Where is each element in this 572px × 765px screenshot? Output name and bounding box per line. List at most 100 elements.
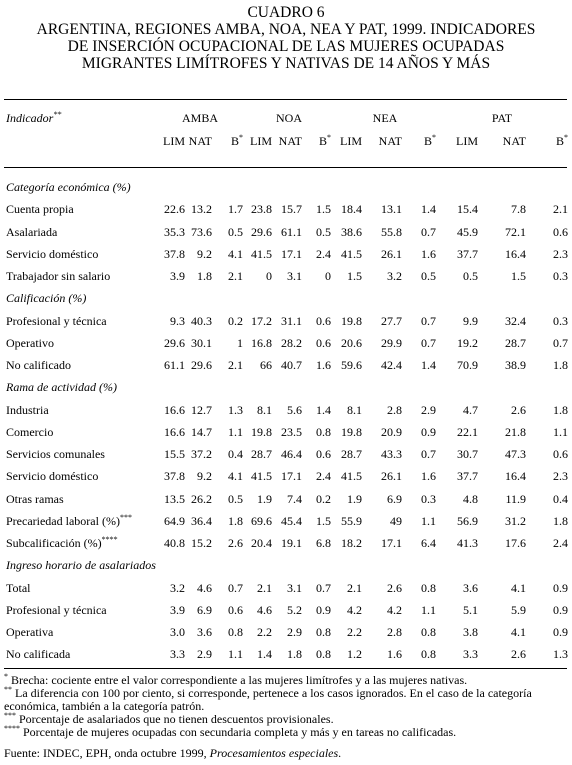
row-label: Profesional y técnica (6, 314, 107, 328)
row-label: Precariedad laboral (%)*** (6, 512, 132, 528)
source-note: Fuente: INDEC, EPH, onda octubre 1999, P… (4, 747, 570, 760)
table-cell: 69.6 (251, 513, 272, 528)
table-cell: 3.2 (170, 580, 185, 595)
table-cell: 6.9 (387, 491, 402, 506)
table-row: Cuenta propia 22.6 13.2 1.7 23.8 15.7 1.5 18.4 1… (0, 202, 572, 216)
table-cell: 19.8 (341, 424, 362, 439)
table-cell: 61.1 (164, 358, 185, 372)
source-prefix: Fuente: INDEC, EPH, onda octubre 1999, (4, 746, 210, 760)
table-cell: 2.8 (387, 625, 402, 639)
row-label: Profesional y técnica (6, 603, 107, 617)
table-cell: 2.3 (553, 246, 568, 261)
table-cell: 26.2 (191, 491, 212, 506)
table-cell: 0.7 (421, 447, 436, 461)
table-row: Trabajador sin salario 3.9 1.8 2.1 0 3.1 0 1.5 3… (0, 269, 572, 283)
region-header: PAT (491, 111, 513, 125)
table-cell: 40.3 (191, 313, 212, 328)
table-cell: 6.4 (421, 536, 436, 550)
table-cell: 36.4 (191, 513, 212, 528)
row-label-text: Asalariada (6, 224, 58, 239)
footnote-mark: ** (4, 685, 12, 694)
table-cell: 31.2 (505, 513, 526, 528)
table-cell: 5.1 (463, 602, 478, 617)
table-cell: 1 (237, 335, 243, 350)
table-cell: 11.9 (505, 491, 526, 506)
table-cell: 30.1 (191, 335, 212, 350)
table-cell: 7.4 (287, 491, 302, 506)
table-cell: 0.5 (228, 491, 243, 506)
table-cell: 3.1 (287, 269, 302, 283)
table-cell: 0.6 (316, 447, 331, 461)
table-cell: 0.8 (316, 625, 331, 639)
column-header-label: B (318, 134, 327, 148)
table-cell: 61.1 (281, 224, 302, 239)
table-cell: 16.4 (505, 246, 526, 261)
table-cell: 37.2 (191, 447, 212, 461)
table-cell: 41.5 (251, 469, 272, 484)
table-cell: 1.9 (347, 491, 362, 506)
column-header-label: NAT (378, 134, 402, 148)
column-header-label: B (230, 134, 239, 148)
table-cell: 4.7 (463, 402, 478, 417)
table-cell: 15.7 (281, 202, 302, 217)
table-cell: 70.9 (457, 358, 478, 372)
table-cell: 1.8 (553, 402, 568, 417)
table-row: No calificada 3.3 2.9 1.1 1.4 1.8 0.8 1.2 1.6 0.8… (0, 647, 572, 661)
table-cell: 12.7 (191, 402, 212, 417)
row-label: Asalariada (6, 225, 57, 239)
section-heading: Rama de actividad (%) (6, 380, 117, 395)
row-label: Servicios comunales (6, 447, 105, 461)
table-cell: 29.6 (251, 224, 272, 239)
table-cell: 28.2 (281, 335, 302, 350)
top-rule (4, 99, 567, 100)
table-cell: 43.3 (381, 447, 402, 461)
b-footnote-mark: * (327, 133, 331, 142)
section-heading: Categoría económica (%) (6, 180, 131, 194)
table-cell: 1.5 (316, 513, 331, 528)
table-row: Precariedad laboral (%)*** 64.9 36.4 1.8 69.… (0, 512, 572, 528)
column-header-label: B (423, 134, 432, 148)
table-cell: 1.8 (228, 513, 243, 528)
row-label-text: Industria (6, 402, 49, 417)
table-cell: 31.1 (281, 313, 302, 328)
table-cell: 2.1 (228, 269, 243, 283)
table-cell: 2.2 (347, 625, 362, 639)
table-cell: 0.9 (553, 602, 568, 617)
table-cell: 16.6 (164, 402, 185, 417)
table-cell: 47.3 (505, 447, 526, 461)
column-header: B* (396, 133, 436, 149)
row-label-text: Operativa (6, 625, 54, 639)
row-label-text: Profesional y técnica (6, 313, 107, 328)
table-cell: 17.6 (505, 536, 526, 550)
table-cell: 6.9 (197, 602, 212, 617)
table-cell: 0.9 (421, 424, 436, 439)
table-cell: 40.7 (281, 358, 302, 372)
table-cell: 32.4 (505, 313, 526, 328)
row-footnote-mark: *** (119, 512, 132, 522)
footnote-text: Porcentaje de asalariados que no tienen … (16, 712, 334, 726)
table-cell: 0 (266, 269, 272, 283)
table-cell: 37.8 (164, 469, 185, 484)
table-cell: 4.6 (257, 602, 272, 617)
region-header: AMBA (181, 111, 218, 125)
table-cell: 3.3 (170, 647, 185, 662)
table-cell: 29.6 (164, 335, 185, 350)
table-cell: 1.6 (421, 469, 436, 484)
table-cell: 0.5 (421, 269, 436, 283)
table-cell: 13.1 (381, 202, 402, 217)
footnote: **** Porcentaje de mujeres ocupadas con … (4, 725, 570, 739)
row-label-text: Subcalificación (%) (6, 536, 102, 550)
footnote: * Brecha: cociente entre el valor corres… (4, 673, 570, 687)
table-cell: 1.1 (228, 424, 243, 439)
row-label: Operativa (6, 625, 53, 639)
table-cell: 0.8 (421, 647, 436, 662)
table-cell: 16.6 (164, 424, 185, 439)
row-label: Industria (6, 403, 49, 417)
table-cell: 1.4 (421, 358, 436, 372)
table-cell: 56.9 (457, 513, 478, 528)
b-footnote-mark: * (432, 133, 436, 142)
table-cell: 0.6 (553, 447, 568, 461)
region-header: NEA (372, 111, 398, 125)
row-label: Cuenta propia (6, 202, 74, 216)
